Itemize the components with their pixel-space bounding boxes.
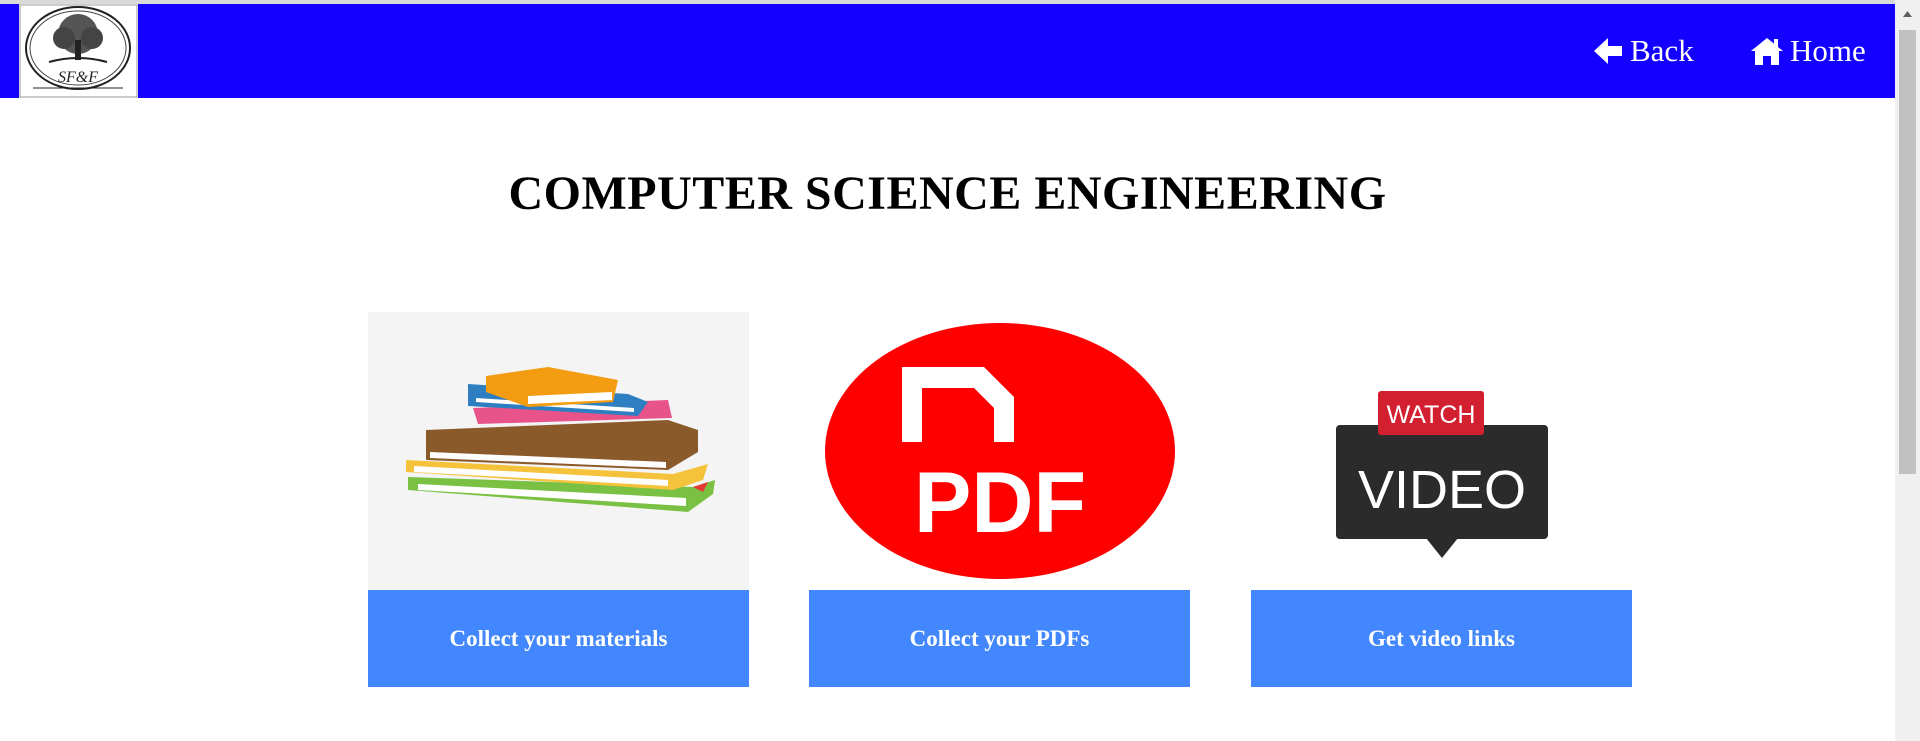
scroll-up-arrow-icon[interactable] (1895, 4, 1920, 24)
home-label: Home (1790, 33, 1866, 68)
get-video-links-button[interactable]: Get video links (1251, 590, 1632, 687)
site-logo[interactable]: SF&F (19, 4, 138, 98)
back-link[interactable]: Back (1592, 4, 1694, 98)
home-icon (1751, 38, 1783, 65)
materials-card[interactable]: Collect your materials (368, 312, 749, 687)
videos-card[interactable]: WATCH VIDEO Get video links (1251, 312, 1632, 687)
home-link[interactable]: Home (1750, 4, 1866, 98)
collect-pdfs-button[interactable]: Collect your PDFs (809, 590, 1190, 687)
arrow-left-icon (1594, 38, 1622, 64)
svg-text:PDF: PDF (914, 455, 1086, 551)
watch-video-image: WATCH VIDEO (1251, 312, 1632, 590)
back-label: Back (1630, 33, 1694, 68)
collect-materials-button[interactable]: Collect your materials (368, 590, 749, 687)
svg-text:SF&F: SF&F (58, 69, 98, 86)
tree-logo-icon: SF&F (19, 4, 138, 98)
page-top-border (0, 0, 1920, 4)
pdf-logo-image: PDF (809, 312, 1190, 590)
svg-text:WATCH: WATCH (1387, 401, 1476, 429)
page-title: COMPUTER SCIENCE ENGINEERING (508, 167, 1387, 220)
vertical-scrollbar[interactable] (1895, 0, 1920, 741)
scrollbar-thumb[interactable] (1899, 30, 1916, 474)
books-stack-image (368, 312, 749, 590)
pdfs-card[interactable]: PDF Collect your PDFs (809, 312, 1190, 687)
svg-text:VIDEO: VIDEO (1358, 460, 1526, 520)
top-navbar: SF&F Back Home (0, 4, 1895, 98)
